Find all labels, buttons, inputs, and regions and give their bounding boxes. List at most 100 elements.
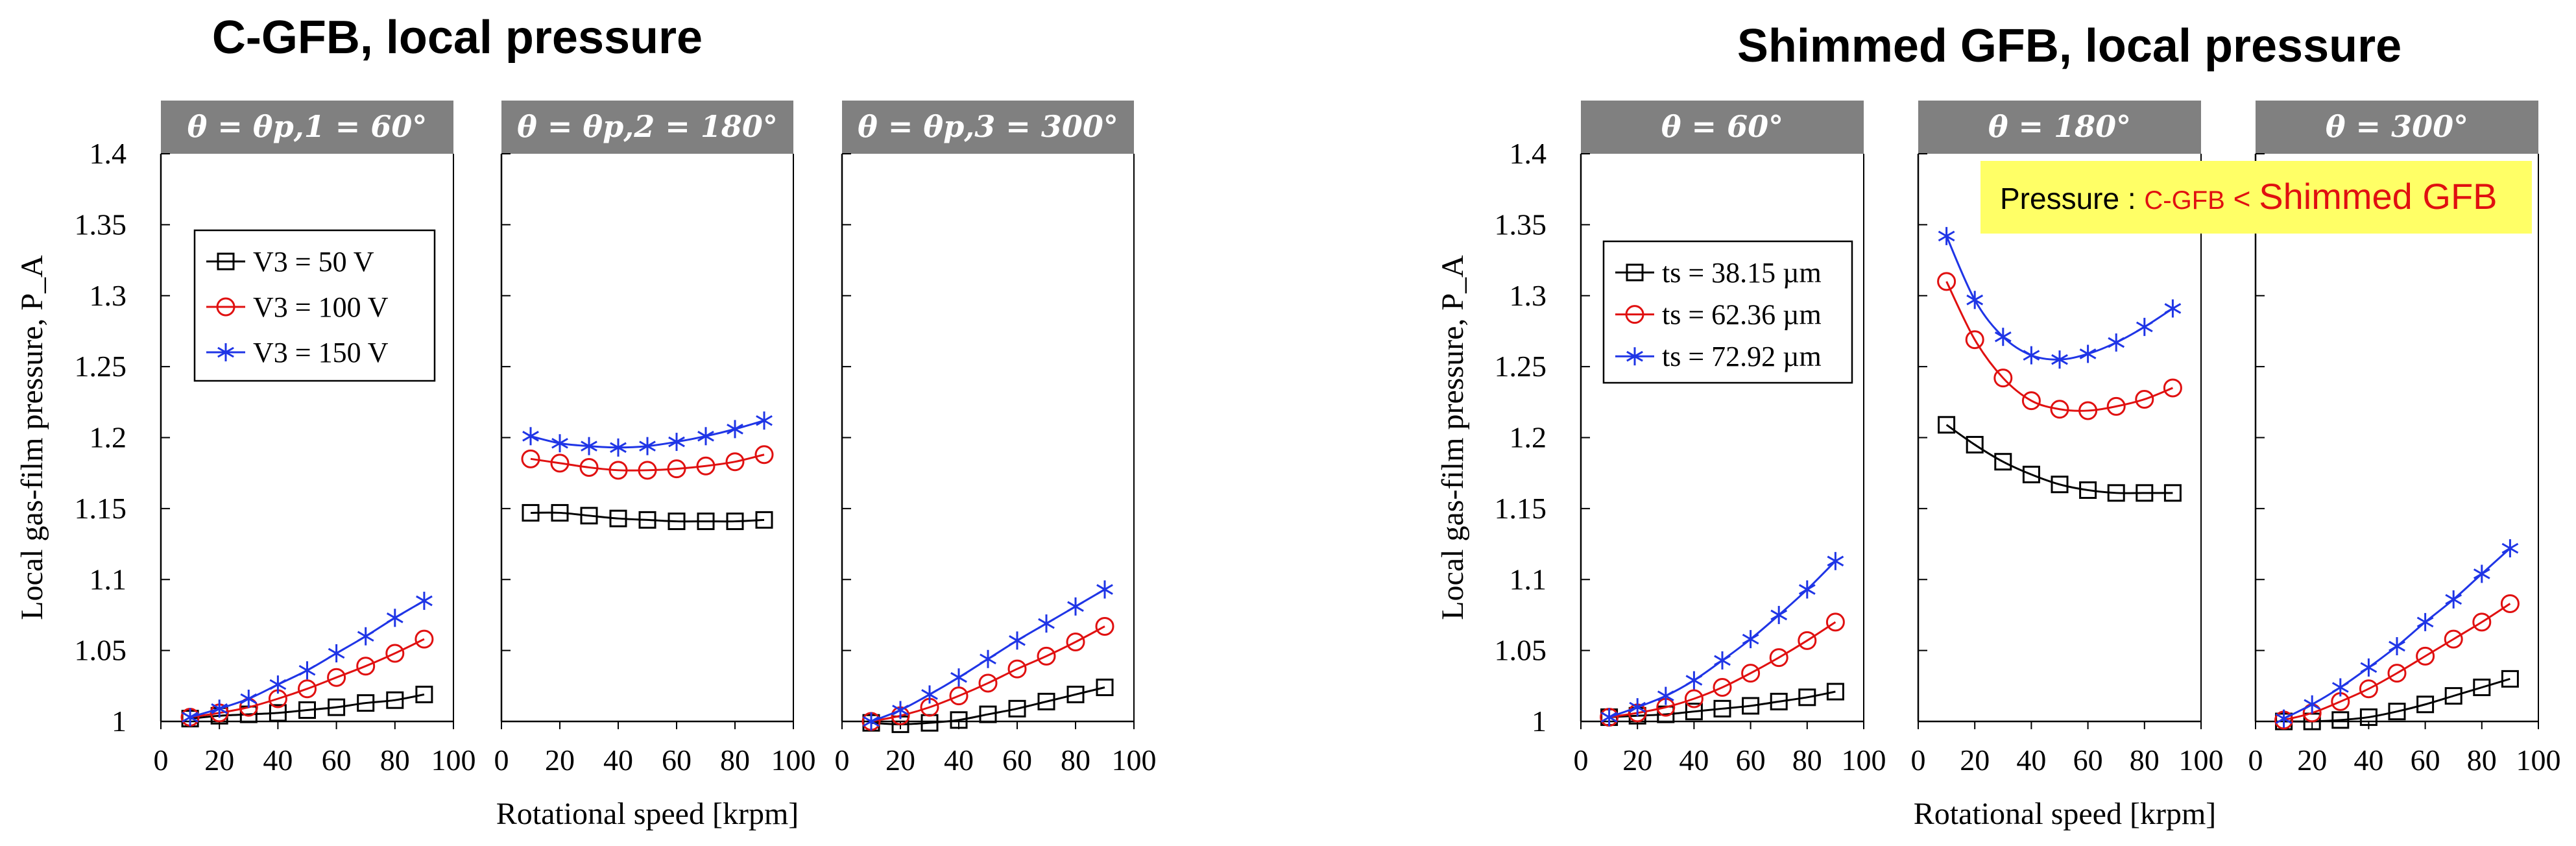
left-figure-title: C-GFB, local pressure [212, 12, 703, 64]
y-tick-label: 1.25 [75, 350, 127, 383]
marker-stroke [1827, 555, 1844, 567]
marker-stroke [1966, 295, 1984, 306]
marker-stroke [357, 631, 374, 642]
annotation-lt: < [2225, 182, 2259, 215]
data-point-circle [356, 657, 376, 676]
marker-stroke [727, 424, 743, 435]
y-tick-label: 1.05 [1495, 634, 1547, 667]
data-point-square [2331, 711, 2350, 729]
data-point-star [1038, 614, 1055, 633]
data-point-square [298, 701, 316, 719]
x-tick-label: 20 [1960, 743, 1990, 777]
svg-text:Pressure : C-GFB < Shimmed GFB: Pressure : C-GFB < Shimmed GFB [2000, 176, 2498, 217]
data-point-star [416, 592, 433, 610]
legend-box [1602, 240, 1853, 384]
series-line-2 [1945, 281, 2173, 412]
data-point-circle [2359, 679, 2378, 699]
data-point-star [1629, 698, 1646, 717]
x-tick-label: 80 [1792, 743, 1822, 777]
legend: V3 = 50 V V3 = 100 V V3 = 150 V [193, 229, 436, 382]
marker-stroke [581, 441, 597, 452]
y-tick-label: 1.4 [90, 137, 127, 170]
data-point-square [1966, 435, 1984, 453]
data-point-square [1096, 679, 1114, 696]
panel-title: θ = 300° [2326, 109, 2468, 144]
data-point-star [980, 649, 996, 668]
data-point-circle [754, 445, 774, 465]
x-tick-label: 80 [2130, 743, 2160, 777]
data-point-square [1008, 699, 1026, 718]
data-point-circle [1066, 633, 1085, 651]
data-point-circle [521, 449, 540, 468]
x-tick-label: 20 [885, 743, 915, 777]
data-point-square [1685, 703, 1703, 721]
marker-stroke [668, 436, 685, 448]
marker-stroke [1629, 701, 1646, 713]
marker-stroke [639, 441, 656, 452]
x-tick-label: 80 [1061, 743, 1090, 777]
marker-stroke [1798, 584, 1816, 595]
x-tick-label: 80 [2467, 743, 2497, 777]
marker-stroke [2164, 303, 2182, 314]
marker-stroke [2389, 640, 2405, 652]
marker-stroke [269, 679, 287, 690]
legend-label: ts = 38.15 µm [1662, 257, 1822, 289]
data-point-square [609, 509, 627, 527]
panel-title-bar [1581, 101, 1864, 154]
marker-stroke [921, 689, 938, 700]
data-point-star [697, 427, 714, 446]
marker-stroke [610, 442, 627, 453]
data-point-square [638, 511, 656, 529]
marker-stroke [892, 705, 909, 716]
marker-stroke [2501, 542, 2519, 554]
marker-stroke [2416, 616, 2434, 628]
data-point-circle [2050, 400, 2069, 419]
data-point-star [1714, 651, 1731, 670]
x-tick-label: 80 [720, 743, 750, 777]
x-tick-label: 0 [1574, 743, 1589, 777]
data-point-star [2079, 344, 2097, 363]
x-tick-label: 60 [662, 743, 692, 777]
data-point-square [755, 511, 773, 529]
chart-group-1: θ = θp,1 = 60° 1 1.05 1.1 1.15 1.2 1.25 1.3 1.35… [15, 101, 1157, 831]
marker-stroke [211, 703, 228, 714]
data-point-circle [725, 452, 745, 472]
data-point-circle [1825, 612, 1845, 632]
panel-2-3: θ = 300° 0 20 40 60 80 100 [2248, 101, 2561, 777]
marker-stroke [2108, 337, 2125, 348]
legend-label: V3 = 50 V [253, 246, 374, 278]
data-point-circle [2416, 646, 2435, 666]
marker-stroke [1600, 712, 1618, 723]
data-point-square [2416, 695, 2435, 714]
panel-title: θ = 60° [1661, 109, 1783, 144]
y-tick-label: 1 [112, 705, 126, 738]
marker-stroke [2473, 568, 2490, 579]
data-point-square [1994, 453, 2012, 471]
marker-stroke [2331, 682, 2349, 693]
data-point-star [581, 437, 597, 455]
marker-stroke [1009, 635, 1026, 646]
marker-stroke [1714, 655, 1731, 666]
marker-stroke [298, 664, 316, 676]
marker-stroke [1938, 230, 1955, 242]
data-point-square [1798, 688, 1816, 707]
y-tick-label: 1.2 [90, 421, 127, 454]
marker-stroke [1067, 601, 1084, 612]
data-point-star [240, 690, 258, 708]
series-line-3 [1609, 560, 1836, 718]
y-tick-label: 1.2 [1510, 421, 1547, 454]
data-point-star [2331, 678, 2349, 697]
y-tick-label: 1.15 [1495, 492, 1547, 525]
legend-marker [217, 252, 235, 271]
panel-2-2: θ = 180° 0 20 40 60 80 100 [1911, 101, 2224, 777]
legend-label: ts = 62.36 µm [1662, 299, 1822, 331]
data-point-square [580, 507, 598, 525]
panel-title: θ = θp,3 = 300° [858, 109, 1118, 144]
data-point-circle [667, 459, 686, 479]
panel-1-3: θ = θp,3 = 300° 0 20 40 60 80 100 [835, 101, 1157, 777]
data-point-square [2501, 670, 2519, 688]
data-point-star [2108, 333, 2125, 352]
x-tick-label: 100 [771, 743, 816, 777]
marker-stroke [1770, 609, 1788, 621]
annotation-prefix: Pressure : [2000, 182, 2144, 215]
